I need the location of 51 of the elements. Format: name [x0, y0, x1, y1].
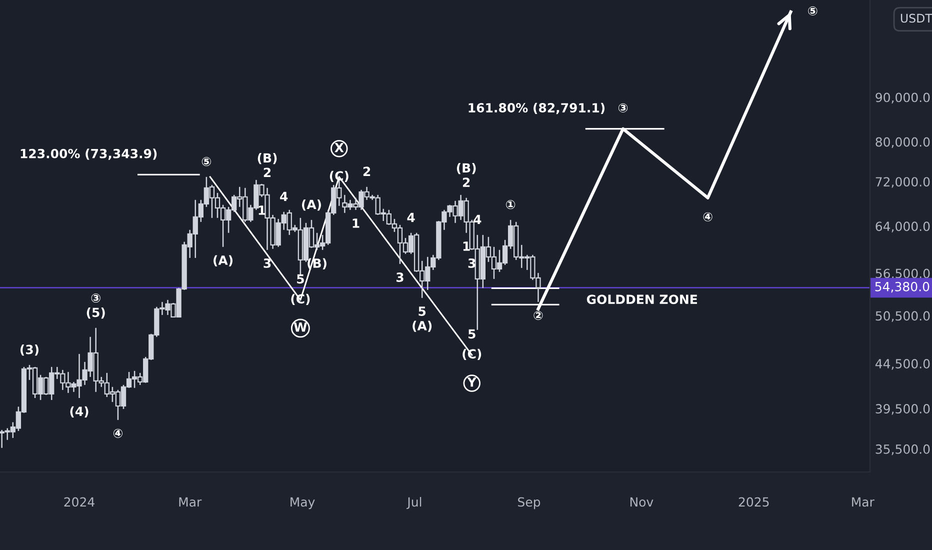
annotation: 123.00% (73,343.9) [20, 148, 157, 160]
y-tick-label: 64,000.0 [876, 222, 930, 232]
x-tick-label: 2025 [738, 497, 769, 507]
y-tick-label: 72,000.0 [876, 177, 930, 188]
y-tick-label: 50,500.0 [876, 311, 930, 322]
y-tick-label: 35,500.0 [876, 444, 930, 456]
annotation: 5 [468, 329, 476, 339]
annotation: 4 [407, 212, 415, 222]
annotation: ⑤ [202, 157, 211, 166]
annotation: ⑤ [808, 6, 818, 16]
x-tick-label: Nov [630, 497, 654, 507]
annotation: (4) [70, 406, 88, 418]
annotation: ③ [618, 103, 628, 113]
annotation: (C) [462, 348, 482, 360]
annotation: 2 [363, 166, 370, 176]
x-tick-label: Mar [852, 497, 874, 507]
x-tick-label: Jul [406, 497, 422, 509]
annotation: (B) 2 [456, 162, 476, 187]
annotation: 5 (A) [412, 306, 432, 332]
annotation: 161.80% (82,791.1) [468, 102, 605, 114]
annotation: 5 [297, 274, 304, 284]
ref-line-label: 54,380.0 [875, 282, 930, 293]
text: USDT [900, 14, 932, 23]
annotation: Y [467, 378, 477, 387]
annotation: (3) [20, 344, 38, 356]
annotation: 4 [280, 192, 288, 201]
annotation: ④ [703, 212, 712, 222]
annotation: 1 [352, 218, 360, 228]
annotation: ① [506, 200, 516, 210]
annotation: 3 [264, 258, 271, 268]
annotation: 3 [396, 272, 404, 282]
annotation: W [294, 322, 307, 332]
y-tick-label: 90,000.0 [876, 92, 930, 104]
x-tick-label: May [290, 497, 315, 510]
y-tick-label: 39,500.0 [876, 404, 930, 415]
y-tick-label: 56,500.0 [876, 268, 930, 280]
x-tick-label: Mar [179, 497, 202, 507]
annotation: (A) [302, 200, 321, 211]
y-tick-label: 44,500.0 [875, 358, 930, 370]
annotation: 4 [474, 214, 482, 224]
annotation: (A) [214, 255, 233, 266]
x-tick-label: Sep [518, 497, 540, 510]
annotation: ④ [113, 428, 123, 438]
annotation: (B) 2 [258, 153, 277, 177]
x-tick-label: 2024 [64, 497, 94, 507]
y-tick-label: 80,000.0 [876, 137, 930, 148]
annotation: GOLDDEN ZONE [586, 294, 698, 304]
annotation: X [334, 142, 344, 152]
annotation: ③ (5) [86, 294, 105, 319]
annotation: ② [534, 310, 543, 320]
annotation: (C) [330, 170, 348, 182]
